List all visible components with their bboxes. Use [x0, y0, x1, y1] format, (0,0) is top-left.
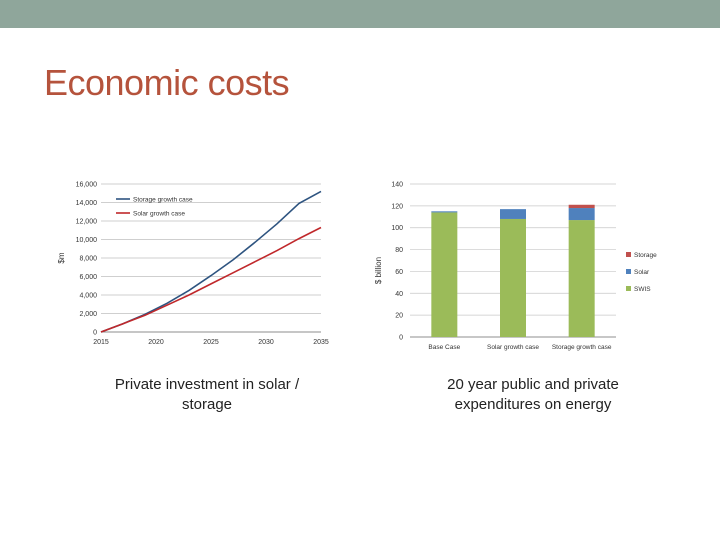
y-tick-label: 20: [395, 313, 403, 320]
y-tick-label: 80: [395, 247, 403, 254]
bar-storage-3: [568, 204, 595, 209]
series-line-2: [100, 226, 322, 333]
slide-title: Economic costs: [44, 62, 290, 103]
legend-label-1: Storage growth case: [133, 197, 193, 204]
bar-solar-2: [500, 209, 526, 219]
expenditure-bar-chart: 0 20 40 60 80 100 120 140 $ billion Base Case Sola…: [374, 182, 657, 352]
bar-swis-3: [568, 220, 595, 337]
bar-solar-1: [431, 211, 458, 213]
y-tick-label: 0: [93, 330, 97, 337]
top-accent-bar: [0, 0, 720, 28]
y-tick-label: 4,000: [79, 293, 97, 300]
right-chart-caption: 20 year public and private expenditures …: [447, 376, 619, 413]
y-tick-label: 120: [391, 203, 403, 210]
legend-label-swis: SWIS: [634, 286, 651, 293]
left-chart-caption: Private investment in solar / storage: [114, 376, 300, 413]
bar-swis-1: [431, 212, 458, 337]
x-tick-label: 2025: [203, 339, 219, 346]
bar-swis-2: [500, 218, 526, 337]
y-tick-label: 6,000: [79, 274, 97, 281]
x-tick-label: 2035: [313, 339, 329, 346]
y-axis-title: $m: [57, 252, 66, 263]
y-tick-label: 140: [391, 182, 403, 189]
y-tick-label: 60: [395, 269, 403, 276]
x-tick-label: Storage growth case: [552, 344, 612, 351]
y-tick-label: 10,000: [76, 237, 98, 244]
investment-line-chart: 0 2,000 4,000 6,000 8,000 10,000 12,000 14,000 1…: [57, 182, 329, 347]
y-tick-label: 14,000: [76, 200, 98, 207]
legend-swatch-storage: [626, 252, 631, 257]
legend-swatch-swis: [626, 286, 631, 291]
y-tick-label: 12,000: [76, 219, 98, 226]
bar-solar-3: [568, 208, 595, 221]
y-axis-title: $ billion: [374, 257, 383, 284]
legend-label-solar: Solar: [634, 269, 650, 276]
x-tick-label: Base Case: [428, 344, 460, 351]
y-tick-label: 16,000: [76, 182, 98, 189]
x-tick-label: Solar growth case: [487, 344, 539, 351]
y-tick-label: 8,000: [79, 256, 97, 263]
legend-swatch-solar: [626, 269, 631, 274]
y-tick-label: 40: [395, 291, 403, 298]
legend-label-2: Solar growth case: [133, 211, 185, 218]
x-tick-label: 2015: [93, 339, 109, 346]
y-tick-label: 2,000: [79, 311, 97, 318]
legend-label-storage: Storage: [634, 252, 657, 259]
x-tick-label: 2030: [258, 339, 274, 346]
x-tick-label: 2020: [148, 339, 164, 346]
y-tick-label: 0: [399, 335, 403, 342]
y-tick-label: 100: [391, 225, 403, 232]
